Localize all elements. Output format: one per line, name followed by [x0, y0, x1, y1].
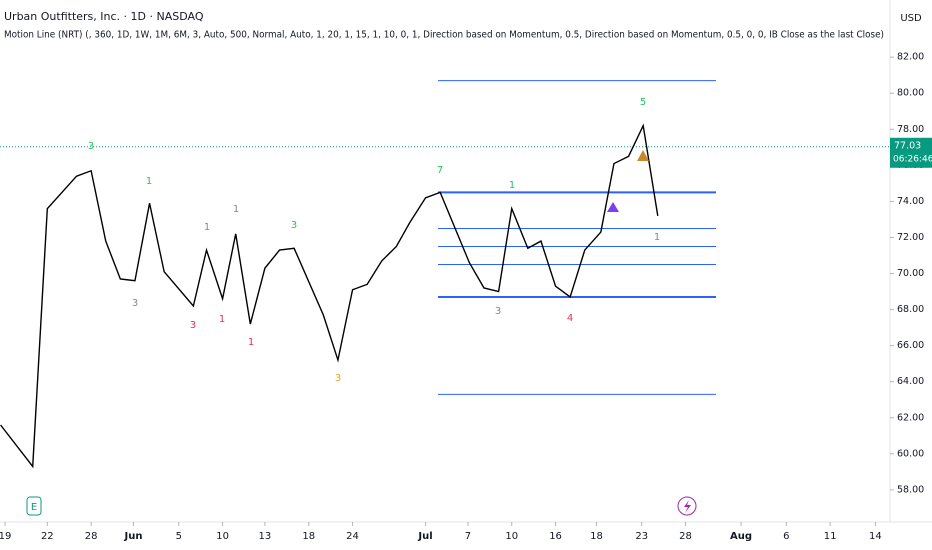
y-tick-label: 66.00: [897, 340, 924, 351]
y-tick-label: 60.00: [897, 448, 924, 459]
annotation: 1: [509, 180, 515, 191]
annotation: 3: [291, 220, 297, 231]
y-tick-label: 74.00: [897, 196, 924, 207]
annotation: 1: [248, 337, 254, 348]
y-tick-label: 70.00: [897, 268, 924, 279]
x-tick-label: 18: [302, 531, 315, 542]
currency[interactable]: USD: [900, 13, 922, 24]
indicator-label: Motion Line (NRT) (, 360, 1D, 1W, 1M, 6M…: [4, 30, 884, 41]
price-badge: [890, 137, 932, 168]
y-tick-label: 68.00: [897, 304, 924, 315]
signal-triangle: [607, 202, 619, 212]
x-tick-label: 23: [635, 531, 648, 542]
earnings-marker[interactable]: E: [31, 502, 37, 513]
x-tick-label: 28: [679, 531, 692, 542]
x-tick-label: 24: [346, 531, 359, 542]
annotation: 1: [233, 204, 239, 215]
x-tick-label: 10: [505, 531, 518, 542]
x-tick-label: 28: [85, 531, 98, 542]
annotation: 3: [88, 141, 94, 152]
y-tick-label: 58.00: [897, 484, 924, 495]
annotation: 1: [219, 314, 225, 325]
price-label: 77.03: [894, 140, 921, 151]
event-icon-bolt: [684, 500, 691, 513]
chart-title: Urban Outfitters, Inc. · 1D · NASDAQ: [4, 10, 204, 23]
motion-line: [0, 123, 659, 469]
annotation: 1: [204, 222, 210, 233]
plot: 58.00 60.00 62.00 64.00 66.00 68.00 70.00 72.00…: [0, 52, 932, 542]
annotation: 7: [437, 165, 443, 176]
x-tick-label: 11: [824, 531, 837, 542]
signal-triangle: [637, 150, 649, 161]
x-tick-label: Jul: [417, 531, 432, 542]
x-tick-label: 5: [176, 531, 182, 542]
y-tick-label: 72.00: [897, 232, 924, 243]
x-tick-label: 19: [0, 531, 11, 542]
earnings-icon[interactable]: [26, 496, 42, 516]
annotation: 3: [132, 298, 138, 309]
y-tick-label: 78.00: [897, 124, 924, 135]
y-tick-label: 64.00: [897, 376, 924, 387]
x-tick-label: 18: [590, 531, 603, 542]
annotation: 3: [495, 306, 501, 317]
y-tick-label: 82.00: [897, 52, 924, 63]
y-tick-label: 80.00: [897, 88, 924, 99]
annotation: 3: [190, 320, 196, 331]
x-tick-label: Aug: [730, 531, 752, 542]
x-tick-label: 14: [869, 531, 882, 542]
x-tick-label: 22: [41, 531, 54, 542]
annotation: 1: [654, 232, 660, 243]
annotation: 1: [146, 176, 152, 187]
x-tick-label: 16: [549, 531, 562, 542]
x-tick-label: 13: [259, 531, 272, 542]
event-icon[interactable]: [677, 496, 697, 516]
x-tick-label: 10: [216, 531, 229, 542]
countdown: 06:26:46: [893, 154, 932, 164]
annotation: 4: [567, 313, 573, 324]
annotation: 3: [335, 373, 341, 384]
annotation: 5: [640, 97, 646, 108]
x-tick-label: Jun: [124, 531, 143, 542]
x-tick-label: 7: [465, 531, 471, 542]
y-tick-label: 62.00: [897, 412, 924, 423]
x-tick-label: 6: [783, 531, 789, 542]
